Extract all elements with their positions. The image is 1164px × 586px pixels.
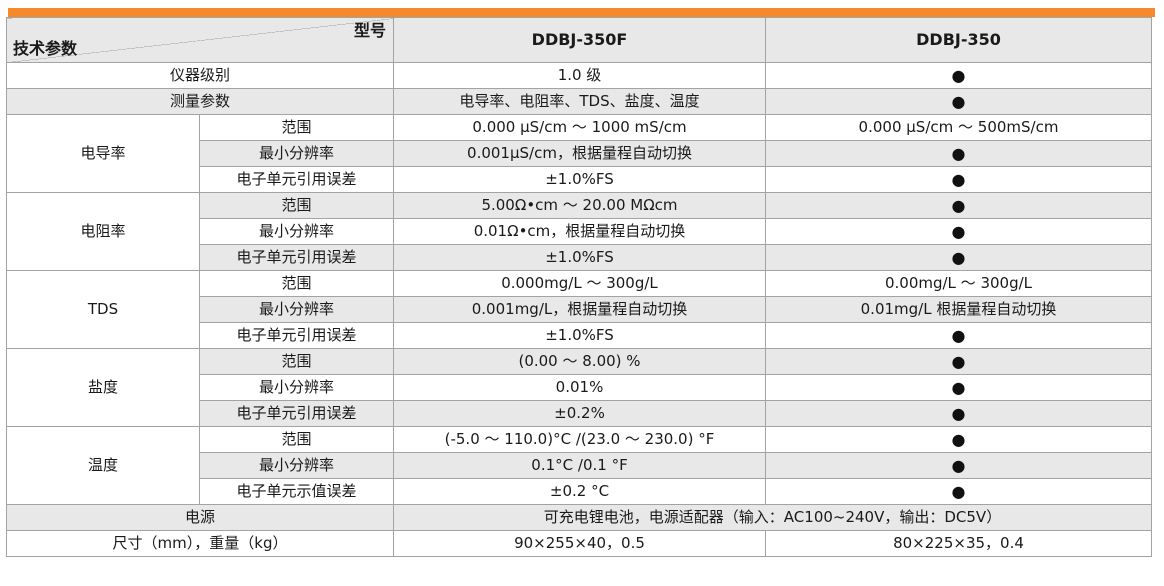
group-label-cell: 电导率: [6, 114, 200, 193]
table-row: 最小分辨率 0.01Ω•cm，根据量程自动切换 ●: [7, 218, 1152, 245]
dot-cell: ●: [765, 322, 1152, 349]
sub-label-cell: 电子单元引用误差: [199, 400, 394, 427]
value-cell: 0.001μS/cm，根据量程自动切换: [393, 140, 766, 167]
value-cell: 0.01%: [393, 374, 766, 401]
corner-header-cell: 型号 技术参数: [6, 17, 394, 63]
dot-cell: ●: [765, 400, 1152, 427]
sub-label-cell: 电子单元引用误差: [199, 166, 394, 193]
table-row: 电源 可充电锂电池，电源适配器（输入：AC100~240V，输出：DC5V）: [6, 504, 1152, 531]
table-row: 电子单元引用误差 ±1.0%FS ●: [7, 322, 1152, 349]
group-label-cell: TDS: [6, 270, 200, 349]
row-label-cell: 电源: [6, 504, 394, 531]
value-cell: 0.00mg/L ～ 300g/L: [765, 270, 1152, 297]
sub-label-cell: 范围: [199, 348, 394, 375]
value-cell: 0.1°C /0.1 °F: [393, 452, 766, 479]
value-cell: 90×255×40，0.5: [393, 530, 766, 557]
value-cell: 0.000 μS/cm ～ 1000 mS/cm: [393, 114, 766, 141]
table-row: TDS 范围 0.000mg/L ～ 300g/L 0.00mg/L ～ 300g/L: [6, 270, 1152, 349]
row-label-cell: 测量参数: [6, 88, 394, 115]
group-label-cell: 温度: [6, 426, 200, 505]
table-row: 电子单元引用误差 ±1.0%FS ●: [7, 166, 1152, 193]
header-row: 型号 技术参数 DDBJ-350F DDBJ-350: [6, 17, 1152, 63]
value-cell: (0.00 ～ 8.00) %: [393, 348, 766, 375]
table-row: 仪器级别 1.0 级 ●: [6, 62, 1152, 89]
table-row: 电子单元示值误差 ±0.2 °C ●: [7, 478, 1152, 505]
dot-cell: ●: [765, 426, 1152, 453]
sub-label-cell: 范围: [199, 192, 394, 219]
dot-cell: ●: [765, 62, 1152, 89]
group-label-cell: 电阻率: [6, 192, 200, 271]
value-cell: ±1.0%FS: [393, 244, 766, 271]
sub-label-cell: 电子单元引用误差: [199, 244, 394, 271]
column-header-ddbj-350: DDBJ-350: [765, 17, 1152, 63]
value-cell: ±0.2%: [393, 400, 766, 427]
spec-table-body: 仪器级别 1.0 级 ● 测量参数 电导率、电阻率、TDS、盐度、温度 ● 电导率 范围 0.0…: [6, 62, 1152, 557]
value-cell: 5.00Ω•cm ～ 20.00 MΩcm: [393, 192, 766, 219]
dot-cell: ●: [765, 244, 1152, 271]
sub-label-cell: 范围: [199, 270, 394, 297]
table-row: 电阻率 范围 5.00Ω•cm ～ 20.00 MΩcm ●: [6, 192, 1152, 271]
table-row: 测量参数 电导率、电阻率、TDS、盐度、温度 ●: [6, 88, 1152, 115]
sub-label-cell: 最小分辨率: [199, 452, 394, 479]
accent-bar: [8, 8, 1155, 17]
value-cell: 0.001mg/L，根据量程自动切换: [393, 296, 766, 323]
corner-params-label: 技术参数: [13, 39, 78, 58]
sub-label-cell: 最小分辨率: [199, 374, 394, 401]
value-cell: 电导率、电阻率、TDS、盐度、温度: [393, 88, 766, 115]
table-row: 电子单元引用误差 ±1.0%FS ●: [7, 244, 1152, 271]
value-cell: 0.01mg/L 根据量程自动切换: [765, 296, 1152, 323]
table-row: 最小分辨率 0.001μS/cm，根据量程自动切换 ●: [7, 140, 1152, 167]
table-row: 尺寸（mm），重量（kg） 90×255×40，0.5 80×225×35，0.4: [6, 530, 1152, 557]
column-header-ddbj-350f: DDBJ-350F: [393, 17, 766, 63]
dot-cell: ●: [765, 374, 1152, 401]
table-row: 温度 范围 (-5.0 ～ 110.0)°C /(23.0 ～ 230.0) °F ●: [6, 426, 1152, 505]
value-cell: 0.000 μS/cm ～ 500mS/cm: [765, 114, 1152, 141]
dot-cell: ●: [765, 218, 1152, 245]
sub-label-cell: 范围: [199, 426, 394, 453]
sub-label-cell: 范围: [199, 114, 394, 141]
value-cell: ±1.0%FS: [393, 166, 766, 193]
value-cell: ±0.2 °C: [393, 478, 766, 505]
spec-table: 型号 技术参数 DDBJ-350F DDBJ-350 仪器级别 1.0 级 ● 测量参…: [6, 17, 1152, 557]
spec-sheet: 型号 技术参数 DDBJ-350F DDBJ-350 仪器级别 1.0 级 ● 测量参…: [6, 8, 1155, 557]
table-row: 最小分辨率 0.1°C /0.1 °F ●: [7, 452, 1152, 479]
value-cell: (-5.0 ～ 110.0)°C /(23.0 ～ 230.0) °F: [393, 426, 766, 453]
value-cell: ±1.0%FS: [393, 322, 766, 349]
dot-cell: ●: [765, 478, 1152, 505]
sub-label-cell: 最小分辨率: [199, 296, 394, 323]
table-row: 盐度 范围 (0.00 ～ 8.00) % ●: [6, 348, 1152, 427]
dot-cell: ●: [765, 140, 1152, 167]
sub-label-cell: 最小分辨率: [199, 140, 394, 167]
dot-cell: ●: [765, 88, 1152, 115]
dot-cell: ●: [765, 166, 1152, 193]
table-row: 电子单元引用误差 ±0.2% ●: [7, 400, 1152, 427]
corner-model-label: 型号: [353, 21, 386, 40]
dot-cell: ●: [765, 452, 1152, 479]
sub-label-cell: 最小分辨率: [199, 218, 394, 245]
row-label-cell: 尺寸（mm），重量（kg）: [6, 530, 394, 557]
value-cell: 1.0 级: [393, 62, 766, 89]
group-label-cell: 盐度: [6, 348, 200, 427]
dot-cell: ●: [765, 192, 1152, 219]
value-cell: 0.01Ω•cm，根据量程自动切换: [393, 218, 766, 245]
sub-label-cell: 电子单元引用误差: [199, 322, 394, 349]
table-row: 电导率 范围 0.000 μS/cm ～ 1000 mS/cm 0.000 μS/cm…: [6, 114, 1152, 193]
sub-label-cell: 电子单元示值误差: [199, 478, 394, 505]
row-label-cell: 仪器级别: [6, 62, 394, 89]
dot-cell: ●: [765, 348, 1152, 375]
value-cell: 可充电锂电池，电源适配器（输入：AC100~240V，输出：DC5V）: [393, 504, 1152, 531]
table-row: 最小分辨率 0.001mg/L，根据量程自动切换 0.01mg/L 根据量程自动切换: [7, 296, 1152, 323]
value-cell: 0.000mg/L ～ 300g/L: [393, 270, 766, 297]
value-cell: 80×225×35，0.4: [765, 530, 1152, 557]
